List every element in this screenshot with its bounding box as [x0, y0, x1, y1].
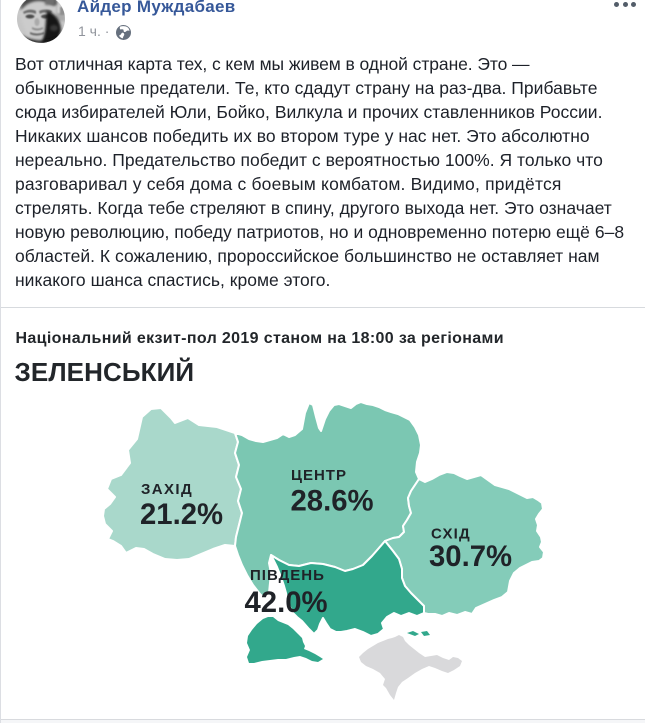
svg-text:42.0%: 42.0% — [245, 586, 328, 619]
svg-text:СХІД: СХІД — [431, 526, 471, 543]
svg-text:ЦЕНТР: ЦЕНТР — [291, 467, 347, 484]
svg-text:30.7%: 30.7% — [429, 540, 512, 573]
svg-text:28.6%: 28.6% — [291, 485, 374, 518]
svg-text:ЗАХІД: ЗАХІД — [141, 481, 193, 498]
svg-text:21.2%: 21.2% — [140, 498, 223, 531]
svg-text:ПІВДЕНЬ: ПІВДЕНЬ — [250, 567, 325, 584]
